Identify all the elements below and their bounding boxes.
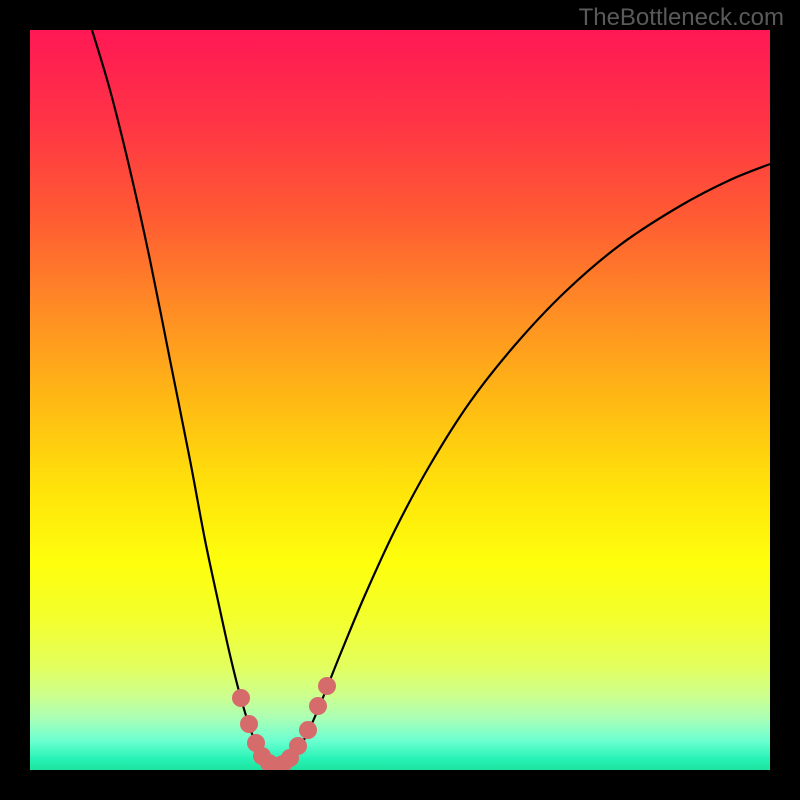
right-curve — [278, 164, 770, 766]
marker-dot — [240, 715, 258, 733]
marker-dot — [318, 677, 336, 695]
left-curve — [92, 30, 278, 766]
plot-area — [30, 30, 770, 770]
watermark-text: TheBottleneck.com — [579, 4, 784, 32]
marker-dot — [299, 721, 317, 739]
marker-dot — [289, 737, 307, 755]
marker-group — [232, 677, 336, 770]
bottleneck-curves — [30, 30, 770, 770]
marker-dot — [309, 697, 327, 715]
marker-dot — [232, 689, 250, 707]
